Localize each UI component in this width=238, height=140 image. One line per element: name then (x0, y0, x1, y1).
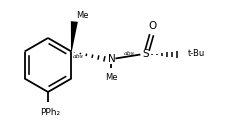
Text: Me: Me (105, 73, 118, 81)
Polygon shape (71, 21, 78, 52)
Text: t-Bu: t-Bu (187, 49, 205, 58)
Text: Me: Me (76, 10, 89, 19)
Text: abs: abs (72, 53, 83, 59)
Text: abs: abs (123, 51, 134, 56)
Text: N: N (108, 53, 115, 64)
Text: O: O (148, 20, 157, 31)
Text: PPh₂: PPh₂ (40, 108, 60, 117)
Text: S: S (142, 48, 149, 59)
